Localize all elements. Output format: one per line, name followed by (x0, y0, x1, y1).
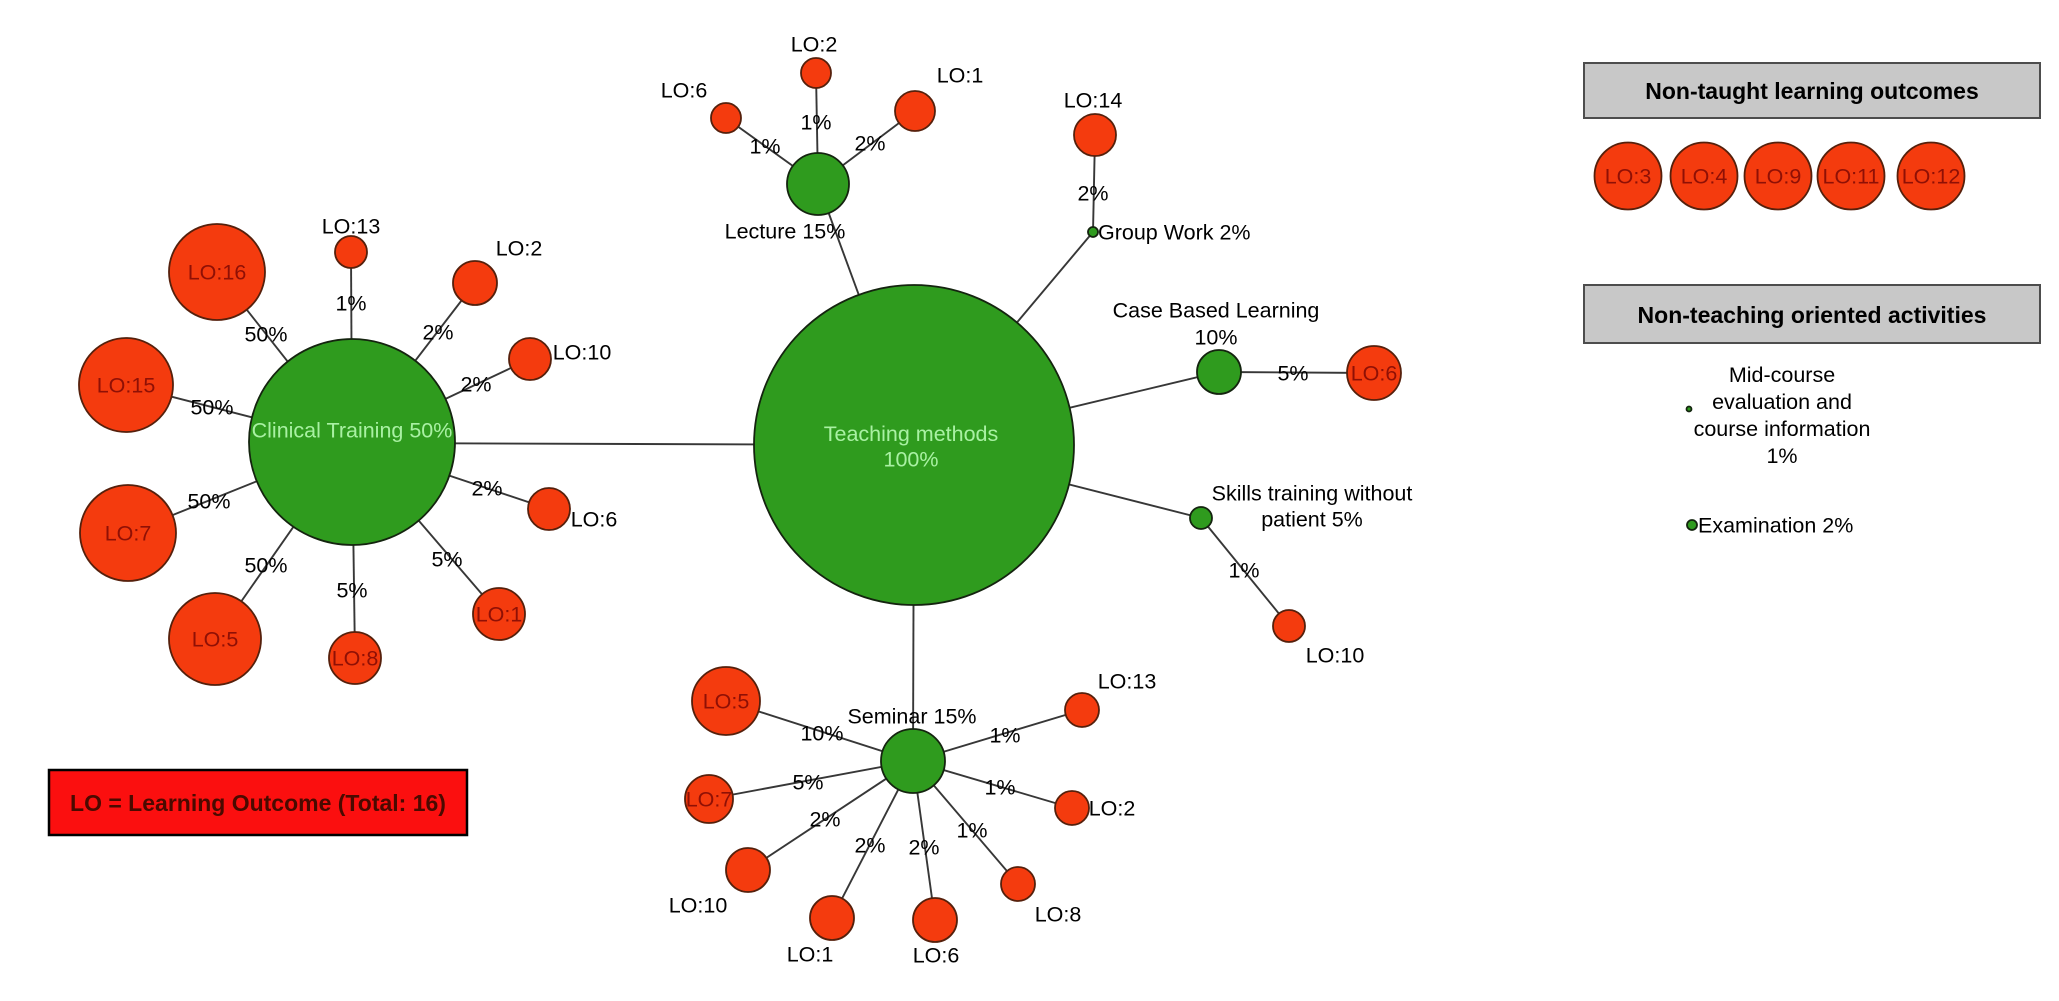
svg-text:LO:13: LO:13 (1098, 670, 1157, 694)
svg-text:LO = Learning Outcome (Total:: LO = Learning Outcome (Total: 16) (70, 790, 446, 816)
svg-text:LO:8: LO:8 (332, 647, 379, 671)
svg-text:LO:6: LO:6 (661, 79, 708, 103)
svg-text:LO:11: LO:11 (1823, 165, 1880, 189)
svg-text:Non-teaching oriented activiti: Non-teaching oriented activities (1638, 302, 1987, 328)
svg-text:LO:7: LO:7 (686, 788, 733, 812)
svg-text:course information: course information (1694, 417, 1871, 441)
svg-text:Clinical Training 50%: Clinical Training 50% (252, 419, 453, 443)
svg-text:50%: 50% (187, 490, 230, 514)
svg-text:LO:13: LO:13 (322, 215, 381, 239)
svg-text:LO:2: LO:2 (1089, 797, 1136, 821)
svg-text:1%: 1% (800, 111, 831, 135)
svg-text:1%: 1% (335, 292, 366, 316)
svg-text:LO:2: LO:2 (496, 237, 543, 261)
svg-text:2%: 2% (854, 834, 885, 858)
svg-text:LO:9: LO:9 (1755, 165, 1802, 189)
svg-text:Group Work 2%: Group Work 2% (1098, 221, 1251, 245)
svg-text:1%: 1% (956, 819, 987, 843)
svg-text:5%: 5% (792, 771, 823, 795)
svg-text:LO:8: LO:8 (1035, 903, 1082, 927)
svg-text:1%: 1% (749, 135, 780, 159)
svg-text:LO:5: LO:5 (192, 628, 239, 652)
svg-text:LO:6: LO:6 (913, 944, 960, 968)
svg-text:2%: 2% (422, 321, 453, 345)
svg-text:5%: 5% (431, 548, 462, 572)
svg-text:LO:3: LO:3 (1605, 165, 1652, 189)
svg-text:LO:1: LO:1 (476, 603, 523, 627)
svg-text:LO:10: LO:10 (553, 341, 612, 365)
svg-text:50%: 50% (190, 396, 233, 420)
svg-text:LO:12: LO:12 (1902, 165, 1961, 189)
svg-text:LO:14: LO:14 (1064, 89, 1123, 113)
svg-text:Mid-course: Mid-course (1729, 363, 1835, 387)
svg-text:LO:5: LO:5 (703, 690, 750, 714)
svg-text:LO:15: LO:15 (97, 374, 156, 398)
svg-text:2%: 2% (809, 808, 840, 832)
svg-text:LO:10: LO:10 (669, 894, 728, 918)
svg-text:2%: 2% (908, 836, 939, 860)
svg-text:1%: 1% (1766, 444, 1797, 468)
svg-text:LO:16: LO:16 (188, 261, 247, 285)
svg-text:Examination 2%: Examination 2% (1698, 514, 1853, 538)
svg-text:100%: 100% (884, 448, 939, 472)
svg-text:LO:7: LO:7 (105, 522, 152, 546)
svg-text:5%: 5% (1277, 362, 1308, 386)
svg-text:2%: 2% (854, 132, 885, 156)
svg-text:Case Based Learning: Case Based Learning (1113, 299, 1320, 323)
svg-text:Skills training without: Skills training without (1212, 482, 1413, 506)
svg-text:5%: 5% (336, 579, 367, 603)
svg-text:Teaching methods: Teaching methods (824, 422, 999, 446)
svg-text:Seminar 15%: Seminar 15% (847, 705, 976, 729)
svg-text:LO:6: LO:6 (571, 508, 618, 532)
svg-text:LO:10: LO:10 (1306, 644, 1365, 668)
svg-text:2%: 2% (1077, 182, 1108, 206)
svg-text:2%: 2% (460, 373, 491, 397)
svg-text:Non-taught learning outcomes: Non-taught learning outcomes (1645, 78, 1979, 104)
svg-text:1%: 1% (1228, 559, 1259, 583)
svg-text:1%: 1% (984, 776, 1015, 800)
svg-text:LO:6: LO:6 (1351, 362, 1398, 386)
svg-text:LO:4: LO:4 (1681, 165, 1728, 189)
svg-text:Lecture 15%: Lecture 15% (725, 220, 846, 244)
svg-text:patient 5%: patient 5% (1261, 508, 1363, 532)
svg-text:10%: 10% (800, 722, 843, 746)
svg-text:50%: 50% (244, 323, 287, 347)
svg-text:LO:1: LO:1 (787, 943, 834, 967)
svg-text:LO:1: LO:1 (937, 64, 984, 88)
svg-text:10%: 10% (1194, 326, 1237, 350)
svg-text:LO:2: LO:2 (791, 33, 838, 57)
svg-text:2%: 2% (471, 477, 502, 501)
svg-text:50%: 50% (244, 554, 287, 578)
svg-text:1%: 1% (989, 724, 1020, 748)
svg-text:evaluation and: evaluation and (1712, 390, 1852, 414)
